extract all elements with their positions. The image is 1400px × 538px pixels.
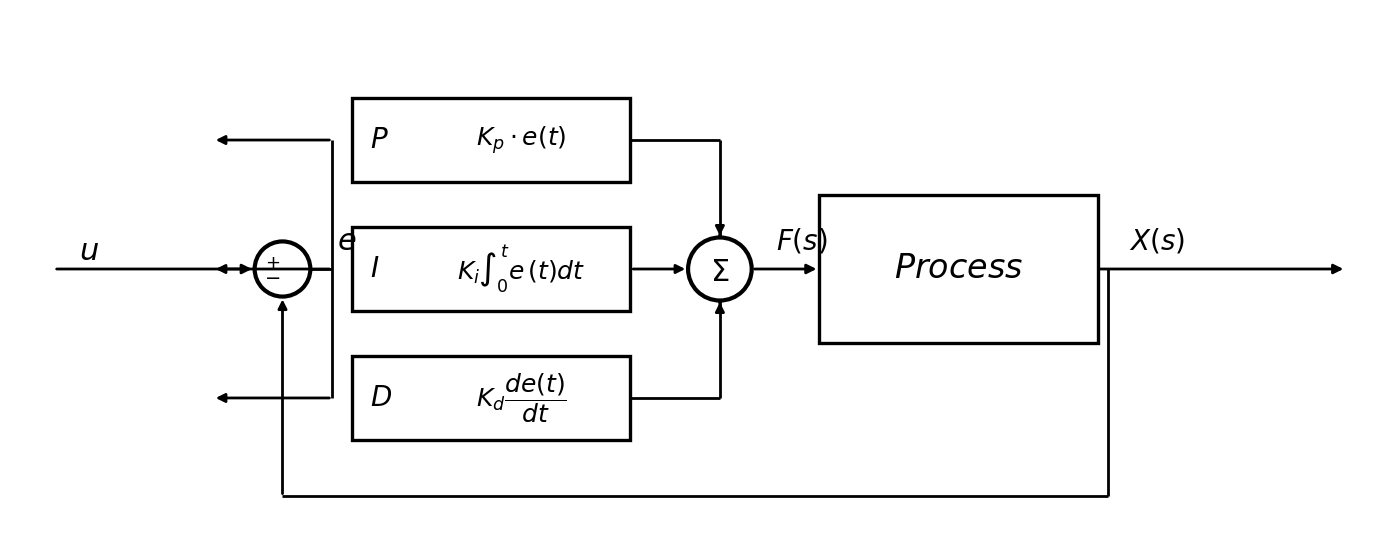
Text: $D$: $D$ [370, 384, 392, 412]
Text: $u$: $u$ [78, 237, 98, 266]
Bar [351, 227, 630, 311]
Text: $K_d \dfrac{de(t)}{dt}$: $K_d \dfrac{de(t)}{dt}$ [476, 371, 567, 425]
Bar [351, 356, 630, 440]
Bar [351, 98, 630, 182]
Text: $F(s)$: $F(s)$ [776, 227, 827, 256]
Text: $K_p \cdot e(t)$: $K_p \cdot e(t)$ [476, 124, 566, 156]
Text: $\Sigma$: $\Sigma$ [710, 258, 729, 287]
Text: $P$: $P$ [370, 126, 389, 154]
Text: $K_i \int_0^t e\,(t)dt$: $K_i \int_0^t e\,(t)dt$ [456, 243, 585, 295]
Text: $\it{Process}$: $\it{Process}$ [893, 252, 1023, 286]
Bar [819, 195, 1098, 343]
Text: −: − [265, 269, 281, 288]
Text: $e$: $e$ [337, 227, 357, 256]
Text: $X(s)$: $X(s)$ [1130, 227, 1186, 256]
Text: +: + [265, 254, 280, 272]
Text: $I$: $I$ [370, 255, 379, 283]
